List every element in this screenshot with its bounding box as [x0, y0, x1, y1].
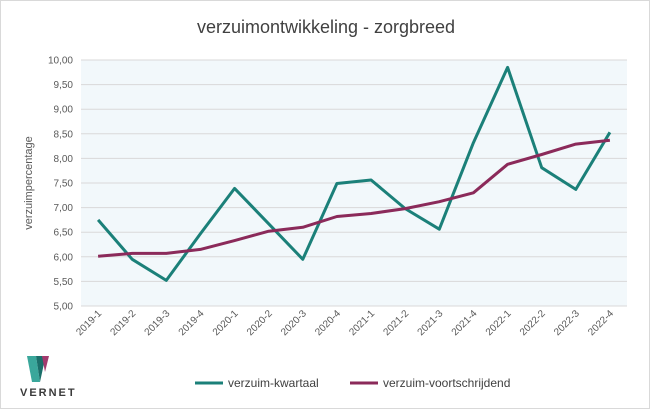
x-tick-label: 2021-1: [347, 308, 377, 338]
y-tick-label: 9,50: [54, 80, 74, 91]
x-tick-label: 2020-2: [245, 308, 275, 338]
y-tick-label: 7,00: [54, 203, 74, 214]
series-lines: [96, 65, 612, 282]
chart-title: verzuimontwikkeling - zorgbreed: [197, 17, 455, 37]
logo-mark-right: [42, 356, 49, 372]
x-tick-label: 2022-3: [552, 308, 582, 338]
x-tick-label: 2022-2: [518, 308, 548, 338]
y-tick-label: 9,00: [54, 105, 74, 116]
y-axis-ticks: 5,00 5,50 6,00 6,50 7,00 7,50 8,00 8,50 9,00 9,50…: [48, 56, 73, 313]
x-tick-label: 2019-2: [109, 308, 139, 338]
series-line-kwartaal: [96, 65, 612, 282]
gridlines: [81, 59, 627, 307]
y-tick-label: 8,50: [54, 129, 74, 140]
y-tick-label: 6,00: [54, 252, 74, 263]
y-tick-label: 10,00: [48, 56, 73, 67]
logo-mark-middle: [36, 356, 45, 382]
x-tick-label: 2019-3: [143, 308, 173, 338]
x-tick-label: 2020-4: [313, 308, 343, 338]
x-tick-label: 2019-1: [74, 308, 104, 338]
x-tick-label: 2021-4: [450, 308, 480, 338]
logo-mark-left: [27, 356, 40, 382]
x-tick-label: 2019-4: [177, 308, 207, 338]
x-tick-label: 2022-1: [484, 308, 514, 338]
y-tick-label: 5,50: [54, 277, 74, 288]
y-tick-label: 7,50: [54, 179, 74, 190]
x-tick-label: 2020-3: [279, 308, 309, 338]
vernet-logo: VERNET: [20, 356, 77, 399]
y-tick-label: 5,00: [54, 302, 74, 313]
logo-text: VERNET: [20, 387, 77, 399]
series-line-voortschrijdend: [97, 138, 611, 258]
legend: verzuim-kwartaal verzuim-voortschrijdend: [195, 376, 510, 390]
y-tick-label: 8,00: [54, 154, 74, 165]
y-tick-label: 6,50: [54, 228, 74, 239]
x-tick-label: 2020-1: [211, 308, 241, 338]
x-tick-label: 2021-3: [416, 308, 446, 338]
y-axis-label: verzuimpercentage: [23, 136, 35, 230]
x-tick-label: 2022-4: [586, 308, 616, 338]
x-axis-ticks: 2019-1 2019-2 2019-3 2019-4 2020-1 2020-2 2020…: [74, 308, 616, 338]
legend-label-voortschrijdend: verzuim-voortschrijdend: [383, 376, 510, 390]
x-tick-label: 2021-2: [382, 308, 412, 338]
legend-label-kwartaal: verzuim-kwartaal: [228, 376, 319, 390]
